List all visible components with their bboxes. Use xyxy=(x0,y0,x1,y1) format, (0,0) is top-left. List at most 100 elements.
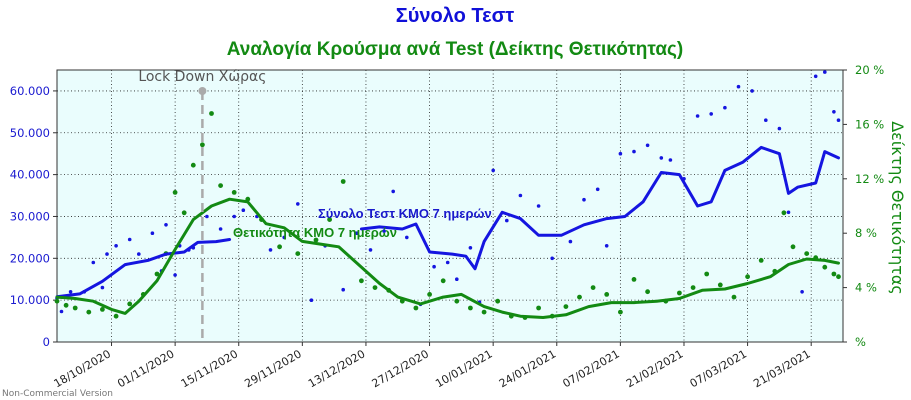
tests-daily-point xyxy=(750,89,754,93)
positivity-daily-point xyxy=(690,285,696,290)
tests-daily-point xyxy=(150,231,155,235)
tests-daily-point xyxy=(268,248,273,252)
positivity-daily-point xyxy=(154,271,160,277)
positivity-daily-point xyxy=(804,251,810,256)
positivity-daily-point xyxy=(359,278,364,284)
x-tick-label: 27/12/2020 xyxy=(370,347,431,390)
y-left-tick-label: 0 xyxy=(43,335,50,349)
y-left-tick-label: 60.000 xyxy=(10,84,50,98)
x-tick-label: 10/01/2021 xyxy=(433,347,494,390)
tests-daily-point xyxy=(786,210,791,215)
tests-daily-point xyxy=(536,204,541,208)
chart-title: Σύνολο Τεστ xyxy=(396,5,515,27)
tests-daily-point xyxy=(382,229,386,233)
y-right-tick-label: 4 % xyxy=(855,281,877,295)
positivity-daily-point xyxy=(790,244,796,250)
positivity-daily-point xyxy=(468,305,473,311)
tests-daily-point xyxy=(218,227,223,231)
tests-daily-point xyxy=(309,298,314,303)
positivity-daily-point xyxy=(836,274,841,280)
positivity-daily-point xyxy=(54,298,60,304)
gridlines xyxy=(57,70,843,342)
x-tick-label: 13/12/2020 xyxy=(306,347,367,390)
y-left-tick-label: 30.000 xyxy=(10,209,50,223)
y-right-tick-label: % xyxy=(855,335,866,349)
tests-daily-point xyxy=(736,84,741,89)
tests-daily-point xyxy=(836,118,841,122)
positivity-daily-point xyxy=(86,309,92,315)
y-right-tick-label: 20 % xyxy=(855,63,884,77)
tests-daily-point xyxy=(764,118,768,122)
positivity-daily-point xyxy=(113,313,119,319)
x-tick-label: 18/10/2020 xyxy=(52,347,113,390)
tests-daily-point xyxy=(100,285,105,290)
tests-daily-point xyxy=(550,256,554,261)
chart-marks xyxy=(54,70,841,320)
x-tick-label: 07/03/2021 xyxy=(688,347,749,390)
positivity-daily-point xyxy=(481,309,487,315)
tests-daily-point xyxy=(432,264,436,269)
tests-daily-point xyxy=(355,231,359,235)
positivity-daily-point xyxy=(745,274,750,280)
tests-daily-point xyxy=(296,202,300,206)
y-left-tick-label: 10.000 xyxy=(10,293,50,307)
tests-daily-point xyxy=(668,158,673,162)
tests-daily-point xyxy=(205,214,209,219)
x-tick-label: 24/01/2021 xyxy=(497,347,558,390)
positivity-daily-point xyxy=(618,309,623,315)
tests-daily-point xyxy=(659,156,664,160)
positivity-daily-point xyxy=(313,237,319,243)
tests-daily-point xyxy=(595,187,600,192)
tests-daily-point xyxy=(241,208,246,212)
tests-daily-point xyxy=(505,218,509,223)
tests-daily-point xyxy=(645,143,650,148)
tests-daily-point xyxy=(582,197,586,202)
tests-daily-point xyxy=(59,309,64,314)
positivity-series-label: Θετικότητα ΚΜΟ 7 ημερών xyxy=(233,225,397,240)
tests-daily-point xyxy=(173,273,177,277)
positivity-daily-point xyxy=(372,285,378,290)
positivity-daily-point xyxy=(427,292,432,297)
tests-daily-point xyxy=(455,277,459,282)
positivity-daily-point xyxy=(704,271,710,277)
tests-daily-point xyxy=(491,168,496,173)
positivity-daily-point xyxy=(172,190,178,195)
y-left-tick-label: 40.000 xyxy=(10,168,50,182)
chart-subtitle: Αναλογία Κρούσμα ανά Test (Δείκτης Θετικ… xyxy=(227,39,684,60)
positivity-daily-point xyxy=(717,282,723,288)
positivity-daily-point xyxy=(645,289,650,295)
positivity-daily-point xyxy=(231,190,237,195)
positivity-daily-point xyxy=(340,179,346,184)
tests-daily-point xyxy=(164,223,168,227)
tests-daily-point xyxy=(632,149,636,154)
tests-daily-point xyxy=(127,237,132,242)
tests-daily-point xyxy=(832,110,836,114)
positivity-daily-point xyxy=(822,264,828,270)
positivity-daily-point xyxy=(209,111,214,116)
tests-daily-point xyxy=(137,252,141,256)
tests-daily-point xyxy=(91,260,96,265)
positivity-daily-point xyxy=(590,285,596,290)
tests-7day-line xyxy=(55,238,232,299)
positivity-daily-point xyxy=(181,210,187,216)
positivity-daily-point xyxy=(127,301,133,307)
positivity-daily-point xyxy=(413,305,419,311)
right-axis-label: Δείκτης Θετικότητας xyxy=(888,121,907,295)
positivity-daily-point xyxy=(295,251,301,256)
positivity-7day-line xyxy=(55,197,840,319)
tests-daily-point xyxy=(618,151,623,156)
tests-daily-point xyxy=(568,239,573,244)
positivity-daily-point xyxy=(577,294,582,300)
tests-daily-point xyxy=(341,287,346,292)
x-tick-label: 29/11/2020 xyxy=(242,347,303,390)
tests-daily-point xyxy=(518,193,523,198)
tests-daily-point xyxy=(823,70,827,74)
lockdown-dot xyxy=(198,87,207,95)
x-tick-label: 21/02/2021 xyxy=(624,347,685,390)
y-right-tick-label: 12 % xyxy=(855,172,884,186)
tests-daily-point xyxy=(604,244,609,248)
x-tick-label: 21/03/2021 xyxy=(751,347,812,390)
x-tick-label: 07/02/2021 xyxy=(560,347,621,390)
positivity-daily-point xyxy=(218,183,224,189)
positivity-daily-point xyxy=(731,294,737,300)
